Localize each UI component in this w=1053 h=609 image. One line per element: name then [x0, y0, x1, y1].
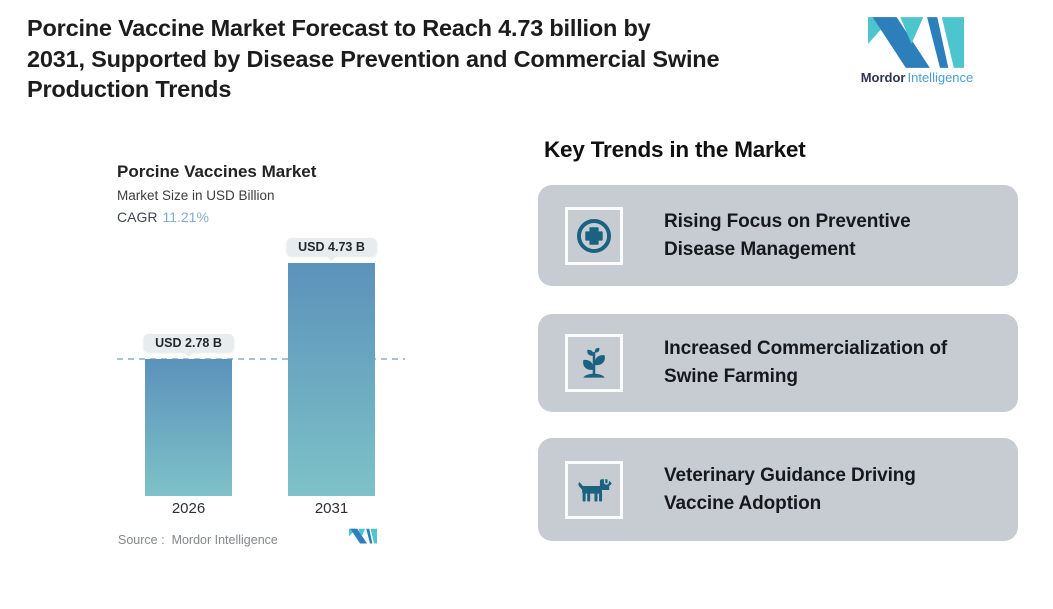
medical-plus-circle-icon [576, 218, 612, 253]
dog-icon [578, 478, 612, 501]
x-axis-label-2031: 2031 [314, 500, 349, 517]
seedling-icon [583, 347, 605, 378]
cagr-label: CAGR [117, 209, 158, 225]
page-title-line: Porcine Vaccine Market Forecast to Reach… [27, 15, 651, 41]
trend-card-swine-farming: Increased Commercialization of Swine Far… [538, 314, 1018, 412]
chart-source: Source : Mordor Intelligence [118, 533, 278, 547]
brand-wordmark: Mordor Intelligence [856, 70, 978, 85]
source-name: Mordor Intelligence [171, 533, 278, 547]
chart-bar-2031 [288, 263, 375, 496]
bar-value-label-2026: USD 2.78 B [143, 334, 234, 352]
trend-card-text: Increased Commercialization of Swine Far… [664, 338, 948, 387]
page-title-line: Production Trends [27, 76, 232, 102]
icon-tile [565, 334, 623, 392]
trend-card-text: Rising Focus on Preventive Disease Manag… [664, 210, 911, 260]
source-prefix: Source : [118, 533, 165, 547]
bar-value-text: USD 2.78 B [155, 336, 222, 350]
trends-heading: Key Trends in the Market [544, 137, 806, 162]
mordor-intelligence-logo-icon [868, 17, 964, 68]
brand-name-bold: Mordor [860, 70, 906, 85]
brand-name-light: Intelligence [907, 70, 974, 85]
page-title: Porcine Vaccine Market Forecast to Reach… [27, 13, 827, 105]
chart-bar-2026 [145, 359, 232, 496]
cagr-value: 11.21% [162, 209, 209, 225]
trend-card-veterinary-guidance: Veterinary Guidance Driving Vaccine Adop… [538, 438, 1018, 541]
bar-value-text: USD 4.73 B [298, 240, 365, 254]
mordor-intelligence-mini-logo-icon [349, 528, 377, 544]
chart-title: Porcine Vaccines Market [117, 162, 317, 181]
trend-card-preventive-disease: Rising Focus on Preventive Disease Manag… [538, 185, 1018, 286]
page-title-line: 2031, Supported by Disease Prevention an… [27, 45, 720, 72]
x-axis-label-2026: 2026 [171, 500, 206, 517]
reference-dashed-line [117, 358, 405, 360]
chart-cagr: CAGR 11.21% [117, 209, 209, 225]
bar-value-label-2031: USD 4.73 B [286, 238, 377, 256]
trend-card-text: Veterinary Guidance Driving Vaccine Adop… [664, 464, 916, 514]
icon-tile [565, 460, 623, 519]
chart-subtitle: Market Size in USD Billion [117, 188, 275, 203]
icon-tile [565, 206, 623, 265]
